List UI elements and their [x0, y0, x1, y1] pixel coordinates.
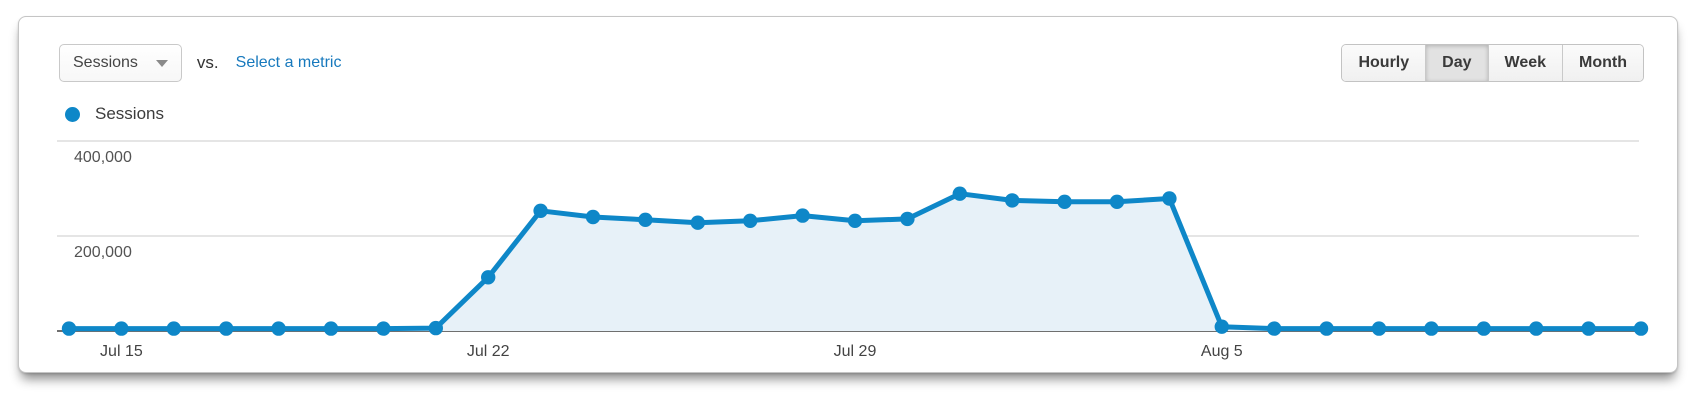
vs-label: vs.: [196, 53, 219, 72]
granularity-week-button[interactable]: Week: [1488, 45, 1564, 81]
data-point[interactable]: [533, 203, 548, 218]
analytics-graph-panel: Sessions vs. Select a metric Hourly Day …: [18, 16, 1678, 373]
data-point[interactable]: [1476, 321, 1492, 336]
data-point[interactable]: [428, 320, 443, 336]
data-point[interactable]: [1267, 321, 1282, 336]
chevron-down-icon: [155, 59, 168, 67]
data-point[interactable]: [61, 321, 77, 336]
data-point[interactable]: [638, 212, 653, 227]
data-point[interactable]: [166, 321, 181, 336]
data-point[interactable]: [1057, 194, 1072, 209]
granularity-month-button[interactable]: Month: [1563, 45, 1643, 81]
metric-dropdown-label: Sessions: [73, 54, 138, 71]
data-point[interactable]: [847, 213, 863, 228]
data-point[interactable]: [795, 208, 810, 223]
data-point[interactable]: [1214, 319, 1230, 334]
data-point[interactable]: [1371, 321, 1387, 336]
data-point[interactable]: [690, 215, 705, 230]
sessions-chart: 400,000 200,000 Jul 15 Jul 22 Jul 29 Aug 5: [57, 140, 1649, 360]
x-axis-tick-label: Aug 5: [1201, 343, 1243, 360]
chart-legend: Sessions: [65, 104, 164, 124]
data-point[interactable]: [1633, 321, 1649, 336]
data-point[interactable]: [1424, 321, 1439, 336]
data-point[interactable]: [1581, 321, 1596, 336]
metric-controls: Sessions vs. Select a metric: [59, 44, 341, 82]
data-point[interactable]: [114, 321, 129, 336]
x-axis-tick-label: Jul 29: [834, 343, 877, 360]
x-axis-tick-label: Jul 15: [100, 343, 143, 360]
granularity-hourly-button[interactable]: Hourly: [1342, 45, 1427, 81]
data-point[interactable]: [481, 270, 496, 285]
data-point[interactable]: [900, 211, 915, 227]
y-axis-tick-label: 200,000: [74, 244, 132, 261]
select-metric-link[interactable]: Select a metric: [235, 54, 342, 71]
y-axis-tick-label: 400,000: [74, 149, 132, 166]
data-point[interactable]: [323, 321, 339, 336]
series-area-fill: [69, 193, 1641, 331]
data-point[interactable]: [1529, 321, 1544, 336]
data-point[interactable]: [219, 321, 234, 336]
data-point[interactable]: [1162, 191, 1177, 206]
metric-dropdown[interactable]: Sessions: [59, 44, 182, 82]
data-point[interactable]: [376, 321, 391, 336]
data-point[interactable]: [743, 213, 758, 228]
granularity-toggle: Hourly Day Week Month: [1341, 44, 1644, 82]
x-axis-tick-label: Jul 22: [467, 343, 510, 360]
granularity-day-button[interactable]: Day: [1426, 45, 1489, 81]
data-point[interactable]: [1319, 321, 1334, 336]
data-point[interactable]: [1005, 193, 1020, 208]
legend-dot-icon: [65, 106, 80, 122]
data-point[interactable]: [271, 321, 286, 336]
data-point[interactable]: [952, 186, 967, 201]
data-point[interactable]: [1109, 194, 1125, 209]
legend-label: Sessions: [95, 104, 164, 123]
data-point[interactable]: [585, 209, 601, 225]
